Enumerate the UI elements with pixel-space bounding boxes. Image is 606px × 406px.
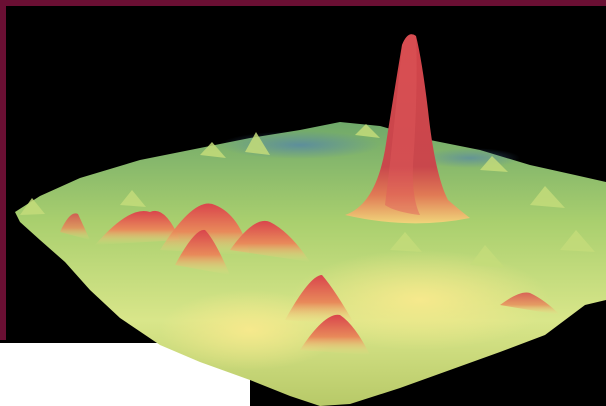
frame-top bbox=[0, 0, 606, 6]
bumps bbox=[20, 124, 595, 268]
frame-left bbox=[0, 0, 6, 340]
tall-peak-highlight bbox=[385, 34, 420, 216]
red-peaks bbox=[60, 203, 560, 355]
shade bbox=[220, 131, 380, 159]
tall-peak bbox=[345, 34, 470, 224]
